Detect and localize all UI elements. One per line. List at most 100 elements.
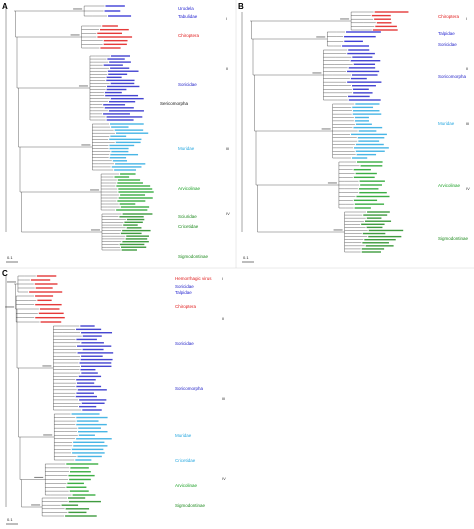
panel-a-tree	[5, 5, 154, 251]
leaf-label	[115, 132, 149, 134]
leaf-label	[68, 500, 101, 503]
leaf-label	[108, 73, 128, 75]
leaf-label	[103, 113, 130, 115]
leaf-label	[107, 70, 139, 72]
leaf-label	[69, 490, 89, 492]
roman-numeral: III	[222, 396, 225, 401]
clade-label: Chiroptera	[438, 14, 460, 19]
support-value	[81, 144, 91, 146]
leaf-label	[359, 191, 387, 194]
leaf-label	[120, 206, 150, 208]
panel-c: C Hemorrhagic virus Soricidae Talpidae C…	[2, 269, 226, 525]
leaf-label	[108, 110, 144, 112]
leaf-label	[97, 32, 122, 35]
leaf-label	[81, 342, 104, 344]
leaf-label	[350, 60, 381, 62]
leaf-label	[72, 452, 105, 454]
leaf-label	[363, 214, 388, 216]
clade-label: Sigmodontinae	[175, 503, 206, 508]
roman-numeral: IV	[222, 476, 226, 481]
leaf-label	[119, 243, 145, 246]
leaf-label	[81, 365, 112, 368]
leaf-label	[80, 368, 96, 371]
leaf-label	[114, 176, 130, 178]
leaf-label	[66, 463, 99, 465]
scale-bar-label: 0.1	[7, 517, 13, 522]
roman-numeral: III	[466, 121, 469, 126]
leaf-label	[344, 35, 376, 38]
leaf-label	[103, 64, 123, 66]
leaf-label	[351, 133, 387, 136]
leaf-label	[76, 345, 112, 347]
leaf-label	[121, 246, 147, 248]
leaf-label	[359, 180, 385, 182]
leaf-label	[348, 49, 370, 51]
leaf-label	[353, 92, 373, 94]
leaf-label	[81, 355, 103, 357]
clade-label: Cricetidae	[175, 458, 196, 463]
leaf-label	[350, 77, 367, 80]
leaf-label	[110, 67, 130, 69]
leaf-label	[356, 195, 390, 198]
leaf-label	[108, 101, 136, 103]
clade-label: Soricidae	[175, 341, 194, 346]
leaf-label	[361, 248, 385, 250]
clade-label: Arvicolinae	[175, 483, 198, 488]
scale-bar-label: 0.1	[7, 255, 13, 260]
clade-label: Soricidae	[178, 82, 197, 87]
leaf-label	[110, 82, 135, 85]
leaf-label	[77, 352, 114, 354]
leaf-label	[103, 39, 128, 42]
leaf-label	[361, 251, 381, 253]
leaf-label	[114, 129, 144, 131]
leaf-label	[354, 120, 369, 122]
leaf-label	[81, 332, 113, 334]
leaf-label	[120, 194, 146, 196]
support-value	[90, 189, 100, 191]
leaf-label	[102, 25, 118, 27]
leaf-label	[73, 445, 108, 447]
clade-label: Hemorrhagic virus	[175, 276, 212, 281]
leaf-label	[126, 227, 142, 229]
scale-bar-label: 0.1	[243, 255, 249, 260]
panel-c-letter: C	[2, 269, 8, 278]
clade-label: Talpidae	[438, 31, 455, 36]
leaf-label	[112, 160, 128, 162]
leaf-label	[117, 200, 146, 202]
leaf-label	[368, 229, 404, 232]
clade-label: Soricomorpha	[438, 74, 467, 79]
panel-b-letter: B	[238, 2, 244, 11]
leaf-label	[104, 10, 121, 12]
leaf-label	[110, 97, 144, 100]
leaf-label	[371, 14, 391, 17]
leaf-label	[76, 328, 102, 331]
leaf-label	[76, 420, 99, 422]
leaf-label	[35, 316, 65, 319]
leaf-label	[78, 427, 101, 429]
leaf-label	[36, 275, 57, 277]
leaf-label	[109, 61, 131, 63]
leaf-label	[104, 107, 134, 109]
leaf-label	[65, 515, 97, 517]
clade-label: Chiroptera	[175, 304, 197, 309]
roman-numeral: I	[466, 16, 467, 21]
leaf-label	[117, 182, 143, 184]
leaf-label	[118, 191, 154, 193]
leaf-label	[356, 161, 383, 163]
leaf-label	[79, 362, 112, 364]
leaf-label	[100, 47, 121, 49]
leaf-label	[105, 5, 125, 7]
leaf-label	[111, 166, 142, 168]
leaf-label	[358, 140, 380, 142]
leaf-label	[70, 467, 89, 469]
panel-b-tree	[241, 11, 409, 253]
clade-label: Sciuridae	[178, 214, 197, 219]
clade-label: Soricidae	[175, 284, 194, 289]
leaf-label	[68, 511, 87, 514]
leaf-label	[352, 85, 376, 87]
leaf-label	[119, 216, 144, 218]
support-value	[78, 85, 88, 87]
clade-label: Muridae	[178, 146, 195, 151]
leaf-label	[362, 242, 389, 244]
leaf-label	[346, 70, 380, 73]
